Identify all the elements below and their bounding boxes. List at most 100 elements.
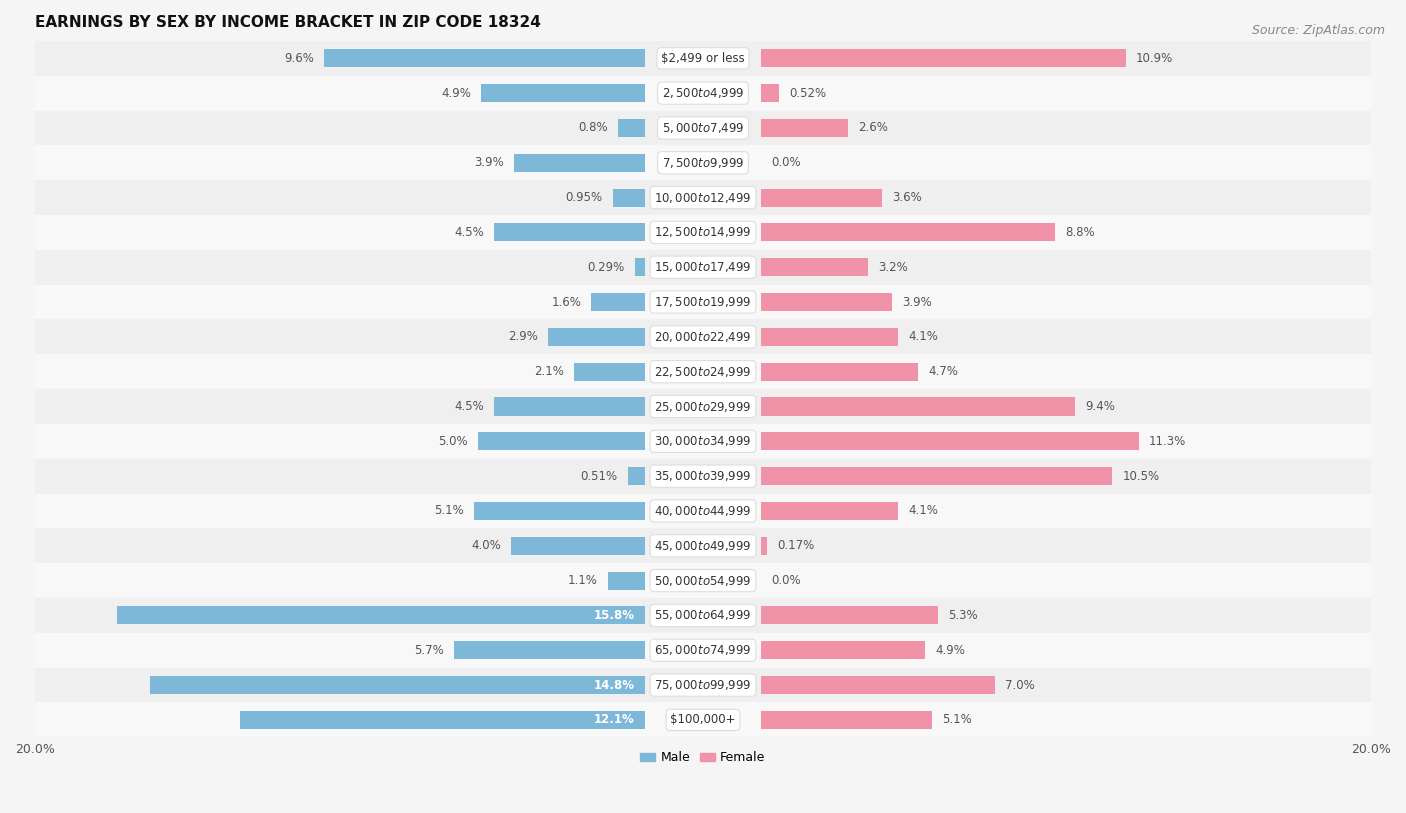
- Text: 4.9%: 4.9%: [935, 644, 965, 657]
- Bar: [35, 667, 1371, 702]
- Bar: [35, 215, 1371, 250]
- Text: 5.0%: 5.0%: [437, 435, 468, 448]
- Text: 3.9%: 3.9%: [474, 156, 505, 169]
- Text: $12,500 to $14,999: $12,500 to $14,999: [654, 225, 752, 239]
- Text: 4.5%: 4.5%: [454, 226, 484, 239]
- Bar: [35, 563, 1371, 598]
- Bar: [35, 354, 1371, 389]
- Text: 4.1%: 4.1%: [908, 330, 938, 343]
- Text: $22,500 to $24,999: $22,500 to $24,999: [654, 365, 752, 379]
- Bar: [762, 259, 869, 276]
- Bar: [35, 111, 1371, 146]
- Text: 3.6%: 3.6%: [891, 191, 921, 204]
- Bar: [762, 119, 848, 137]
- Bar: [35, 146, 1371, 180]
- Text: $40,000 to $44,999: $40,000 to $44,999: [654, 504, 752, 518]
- Text: 14.8%: 14.8%: [593, 679, 634, 692]
- Bar: [762, 398, 1076, 415]
- Text: 9.6%: 9.6%: [284, 52, 314, 65]
- Text: $5,000 to $7,499: $5,000 to $7,499: [662, 121, 744, 135]
- Bar: [117, 606, 644, 624]
- Text: $75,000 to $99,999: $75,000 to $99,999: [654, 678, 752, 692]
- Bar: [150, 676, 644, 694]
- Bar: [548, 328, 644, 346]
- Bar: [762, 224, 1056, 241]
- Bar: [35, 598, 1371, 633]
- Text: 10.9%: 10.9%: [1136, 52, 1173, 65]
- Bar: [478, 433, 644, 450]
- Text: 2.1%: 2.1%: [534, 365, 564, 378]
- Text: $35,000 to $39,999: $35,000 to $39,999: [654, 469, 752, 483]
- Bar: [762, 676, 995, 694]
- Text: $45,000 to $49,999: $45,000 to $49,999: [654, 539, 752, 553]
- Text: 5.7%: 5.7%: [415, 644, 444, 657]
- Bar: [762, 50, 1126, 67]
- Text: 4.0%: 4.0%: [471, 539, 501, 552]
- Text: 8.8%: 8.8%: [1066, 226, 1095, 239]
- Text: 0.95%: 0.95%: [565, 191, 603, 204]
- Text: 2.6%: 2.6%: [858, 121, 889, 134]
- Bar: [495, 398, 644, 415]
- Bar: [591, 293, 644, 311]
- Text: 3.2%: 3.2%: [879, 261, 908, 274]
- Bar: [607, 572, 644, 589]
- Text: 9.4%: 9.4%: [1085, 400, 1115, 413]
- Bar: [323, 50, 644, 67]
- Bar: [35, 424, 1371, 459]
- Bar: [454, 641, 644, 659]
- Bar: [762, 293, 891, 311]
- Bar: [35, 76, 1371, 111]
- Text: 4.1%: 4.1%: [908, 504, 938, 517]
- Bar: [762, 502, 898, 520]
- Text: 11.3%: 11.3%: [1149, 435, 1187, 448]
- Text: 0.52%: 0.52%: [789, 87, 825, 100]
- Text: 2.9%: 2.9%: [508, 330, 537, 343]
- Bar: [762, 84, 779, 102]
- Bar: [35, 528, 1371, 563]
- Text: $2,499 or less: $2,499 or less: [661, 52, 745, 65]
- Text: 0.0%: 0.0%: [772, 574, 801, 587]
- Bar: [762, 606, 938, 624]
- Bar: [762, 467, 1112, 485]
- Text: 4.7%: 4.7%: [928, 365, 959, 378]
- Text: $17,500 to $19,999: $17,500 to $19,999: [654, 295, 752, 309]
- Text: $30,000 to $34,999: $30,000 to $34,999: [654, 434, 752, 448]
- Bar: [35, 285, 1371, 320]
- Bar: [495, 224, 644, 241]
- Bar: [627, 467, 644, 485]
- Text: 0.51%: 0.51%: [581, 470, 617, 483]
- Bar: [35, 702, 1371, 737]
- Bar: [575, 363, 644, 380]
- Bar: [613, 189, 644, 207]
- Bar: [35, 41, 1371, 76]
- Bar: [35, 633, 1371, 667]
- Text: $2,500 to $4,999: $2,500 to $4,999: [662, 86, 744, 100]
- Bar: [762, 641, 925, 659]
- Text: 5.1%: 5.1%: [942, 713, 972, 726]
- Text: $20,000 to $22,499: $20,000 to $22,499: [654, 330, 752, 344]
- Text: 1.1%: 1.1%: [568, 574, 598, 587]
- Text: 3.9%: 3.9%: [901, 296, 932, 309]
- Text: Source: ZipAtlas.com: Source: ZipAtlas.com: [1251, 24, 1385, 37]
- Text: 0.8%: 0.8%: [578, 121, 607, 134]
- Text: $65,000 to $74,999: $65,000 to $74,999: [654, 643, 752, 657]
- Text: $15,000 to $17,499: $15,000 to $17,499: [654, 260, 752, 274]
- Bar: [510, 537, 644, 554]
- Bar: [35, 389, 1371, 424]
- Bar: [35, 459, 1371, 493]
- Text: 7.0%: 7.0%: [1005, 679, 1035, 692]
- Bar: [481, 84, 644, 102]
- Bar: [636, 259, 644, 276]
- Text: 1.6%: 1.6%: [551, 296, 581, 309]
- Bar: [762, 537, 768, 554]
- Text: 12.1%: 12.1%: [593, 713, 634, 726]
- Text: 4.5%: 4.5%: [454, 400, 484, 413]
- Bar: [762, 328, 898, 346]
- Text: 0.0%: 0.0%: [772, 156, 801, 169]
- Text: 10.5%: 10.5%: [1122, 470, 1160, 483]
- Text: 15.8%: 15.8%: [593, 609, 634, 622]
- Bar: [617, 119, 644, 137]
- Text: $55,000 to $64,999: $55,000 to $64,999: [654, 608, 752, 623]
- Text: 4.9%: 4.9%: [441, 87, 471, 100]
- Text: 0.29%: 0.29%: [588, 261, 624, 274]
